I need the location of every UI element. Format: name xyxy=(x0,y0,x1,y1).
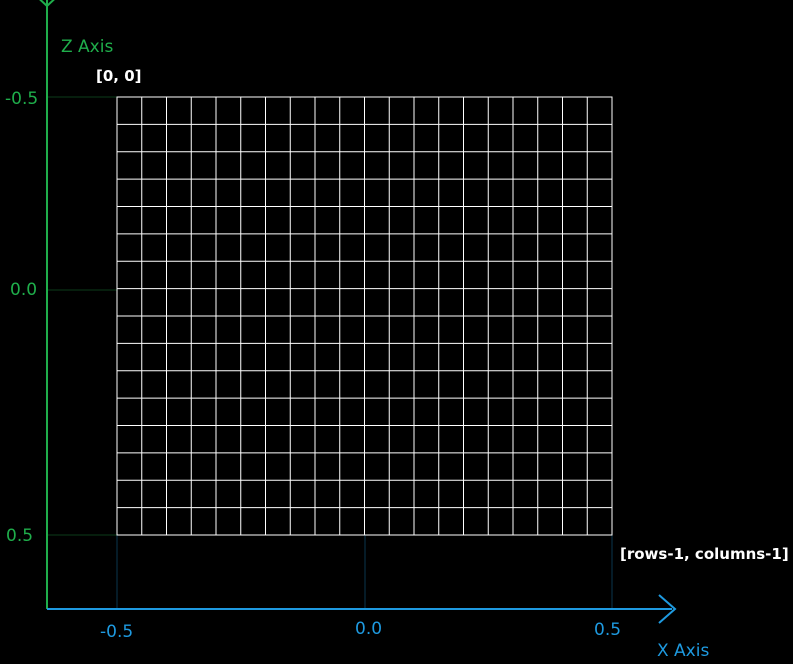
x-axis xyxy=(47,594,677,624)
z-axis xyxy=(39,0,55,609)
x-tick-label: -0.5 xyxy=(100,622,133,642)
grid xyxy=(116,96,613,536)
x-axis-label: X Axis xyxy=(657,641,709,661)
x-tick-label: 0.5 xyxy=(594,620,621,640)
x-tick-label: 0.0 xyxy=(355,619,382,639)
guide-lines xyxy=(48,96,613,609)
z-tick-label: -0.5 xyxy=(5,89,38,109)
z-tick-label: 0.5 xyxy=(6,526,33,546)
corner-label-top-left: [0, 0] xyxy=(96,67,142,85)
x-axis-arrowhead-icon xyxy=(658,594,677,624)
corner-label-bottom-right: [rows-1, columns-1] xyxy=(620,545,789,563)
z-axis-label: Z Axis xyxy=(61,37,113,57)
z-axis-arrowhead-icon xyxy=(39,0,55,8)
z-tick-label: 0.0 xyxy=(10,280,37,300)
